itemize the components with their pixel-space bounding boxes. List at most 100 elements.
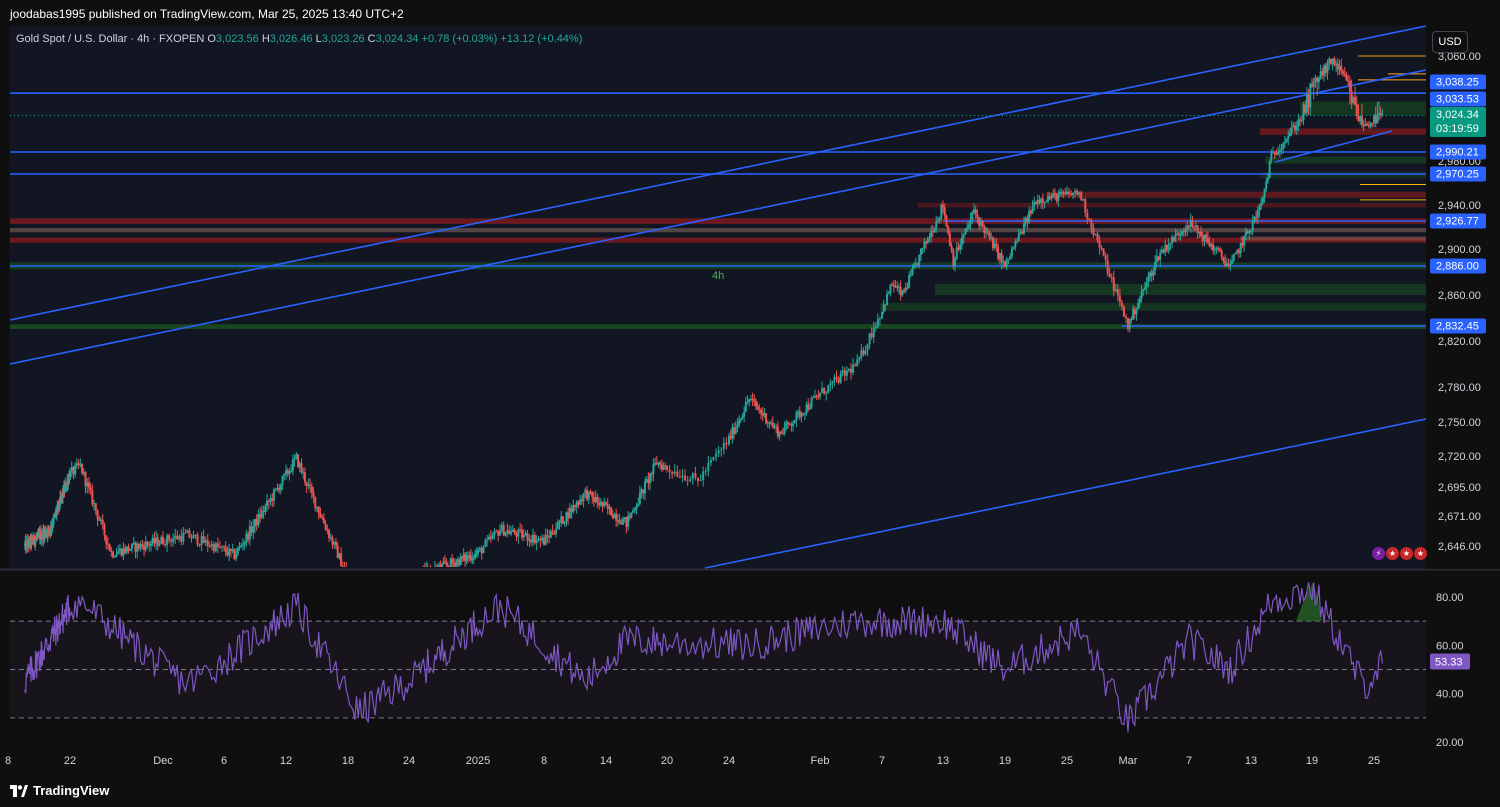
- candle-body-652: [1052, 193, 1055, 198]
- candle-body-488: [761, 413, 764, 416]
- candle-body-703: [1149, 272, 1152, 277]
- candle-body-240: [326, 529, 329, 531]
- candle-body-129: [125, 546, 128, 553]
- candle-body-394: [580, 499, 583, 501]
- time-tick-21: 25: [1368, 755, 1380, 767]
- candle-body-654: [1055, 193, 1058, 201]
- price-label-box-0: [1430, 74, 1486, 90]
- candle-body-741: [1213, 249, 1216, 251]
- candle-body-447: [673, 471, 676, 474]
- time-axis[interactable]: 8 22 Dec 6 12 18 24 2025 8 14 20 24 Feb 7 13 19 25 Mar 7 13…: [0, 748, 1500, 772]
- candles: [23, 56, 1384, 567]
- candle-body-736: [1205, 234, 1208, 238]
- candle-body-51: [47, 527, 50, 531]
- candle-body-435: [650, 473, 653, 475]
- candle-body-354: [510, 531, 512, 535]
- price-tick-9: 2,695.00: [1438, 482, 1481, 494]
- candle-body-673: [1092, 228, 1095, 235]
- candle-body-424: [632, 510, 635, 513]
- candle-body-648: [1045, 201, 1048, 203]
- candle-body-316: [448, 566, 451, 567]
- candle-body-320: [454, 562, 456, 567]
- price-tick-0: 3,060.00: [1438, 51, 1481, 63]
- candle-body-469: [729, 435, 732, 439]
- candle-body-779: [1278, 149, 1281, 153]
- candle-body-371: [541, 537, 544, 541]
- time-tick-4: 12: [280, 755, 292, 767]
- symbol-legend[interactable]: Gold Spot / U.S. Dollar · 4h · FXOPEN O3…: [16, 33, 582, 45]
- candle-body-101: [77, 463, 80, 466]
- candle-body-165: [192, 534, 195, 539]
- candle-body-366: [532, 534, 534, 543]
- candle-body-519: [813, 396, 816, 398]
- candle-body-449: [678, 476, 681, 478]
- candle-body-340: [484, 540, 487, 548]
- candle-body-601: [964, 228, 967, 235]
- candle-body-514: [805, 404, 808, 414]
- economic-events[interactable]: ⚡ ★ ★ ★: [1372, 547, 1427, 560]
- candle-body-109: [91, 490, 94, 505]
- candle-body-465: [720, 449, 723, 451]
- candle-body-732: [1198, 231, 1201, 234]
- candle-body-480: [748, 399, 751, 402]
- candle-body-365: [530, 539, 533, 543]
- candle-body-464: [717, 450, 720, 454]
- candle-body-224: [298, 463, 301, 468]
- candle-body-473: [736, 424, 739, 428]
- candle-body-319: [452, 562, 455, 564]
- low-value: 3,023.26: [321, 33, 365, 45]
- candle-body-634: [1021, 231, 1024, 234]
- candle-body-136: [137, 543, 140, 549]
- candle-body-501: [783, 427, 786, 434]
- candle-body-98: [72, 467, 75, 475]
- price-axis[interactable]: 3,060.002,980.002,940.002,900.002,860.00…: [1426, 26, 1500, 569]
- candle-body-633: [1019, 231, 1022, 234]
- candle-body-414: [615, 513, 618, 521]
- candle-body-575: [919, 248, 922, 255]
- candle-body-460: [707, 462, 710, 472]
- time-tick-16: 25: [1061, 755, 1073, 767]
- lightning-icon[interactable]: ⚡: [1372, 547, 1385, 560]
- candle-body-526: [827, 384, 830, 393]
- candle-body-337: [478, 548, 481, 551]
- us-flag-icon[interactable]: ★: [1386, 547, 1399, 560]
- candle-body-639: [1029, 210, 1032, 214]
- candle-body-581: [930, 230, 933, 238]
- candle-body-669: [1084, 199, 1087, 213]
- candle-body-517: [810, 398, 813, 408]
- zone-10: [1240, 236, 1426, 241]
- candle-body-578: [925, 241, 928, 244]
- candle-body-650: [1048, 196, 1051, 200]
- candle-body-497: [776, 426, 779, 437]
- candle-body-555: [886, 293, 889, 306]
- candle-body-172: [206, 539, 209, 546]
- zone-12: [1260, 171, 1426, 179]
- candle-body-629: [1012, 247, 1015, 249]
- trendline-1: [9, 69, 1427, 365]
- candle-body-662: [1070, 193, 1073, 196]
- time-tick-1: 22: [64, 755, 76, 767]
- candle-body-115: [101, 519, 104, 524]
- candle-body-387: [568, 507, 571, 519]
- candle-body-683: [1112, 277, 1115, 292]
- candle-body-644: [1038, 199, 1041, 203]
- candle-body-368: [535, 539, 538, 544]
- candle-body-579: [926, 238, 929, 244]
- candle-body-160: [182, 532, 185, 542]
- candle-body-571: [913, 264, 916, 269]
- candle-body-463: [715, 453, 718, 457]
- us-flag-icon-3[interactable]: ★: [1414, 547, 1427, 560]
- candle-body-791: [1299, 119, 1302, 121]
- candle-body-657: [1060, 192, 1063, 194]
- tradingview-logo[interactable]: TradingView: [10, 783, 109, 798]
- time-tick-7: 2025: [466, 755, 490, 767]
- us-flag-icon-2[interactable]: ★: [1400, 547, 1413, 560]
- currency-button[interactable]: USD: [1432, 31, 1468, 53]
- candle-body-568: [908, 275, 911, 288]
- price-tick-6: 2,780.00: [1438, 382, 1481, 394]
- rsi-axis[interactable]: 80.00 60.00 40.00 20.00 53.33: [1426, 571, 1500, 749]
- zone-13: [1300, 101, 1426, 116]
- candle-body-451: [684, 475, 687, 481]
- candle-body-530: [835, 377, 838, 379]
